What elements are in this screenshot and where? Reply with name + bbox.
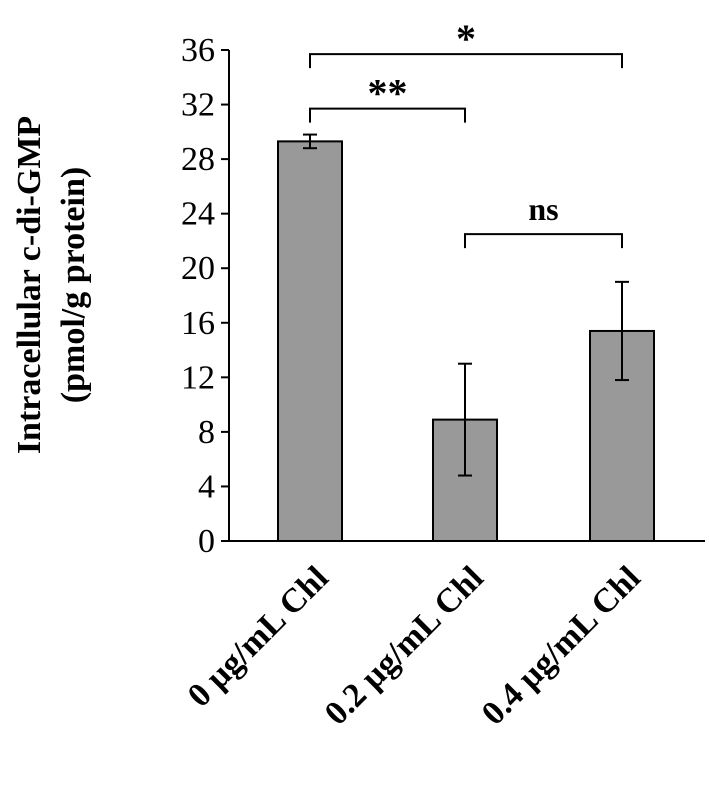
y-tick-label: 20 (181, 250, 215, 287)
significance-bracket (309, 53, 623, 69)
significance-label: ns (528, 191, 558, 227)
category-label: 0.4 µg/mL Chl (475, 559, 648, 732)
significance-label: * (456, 16, 476, 61)
y-tick-label: 28 (181, 141, 215, 178)
y-tick-label: 0 (198, 523, 215, 560)
y-tick-label: 8 (198, 414, 215, 451)
y-axis-title: Intracellular c-di-GMP (pmol/g protein) (11, 116, 92, 454)
y-tick-label: 32 (181, 87, 215, 124)
significance-label: ** (368, 71, 408, 116)
y-tick-label: 16 (181, 305, 215, 342)
y-tick-label: 36 (181, 32, 215, 69)
y-axis-title-line1: Intracellular c-di-GMP (11, 116, 48, 454)
bar (277, 140, 343, 542)
y-tick-label: 12 (181, 359, 215, 396)
significance-bracket (464, 233, 623, 249)
y-tick-label: 24 (181, 196, 215, 233)
category-label: 0 µg/mL Chl (181, 559, 336, 714)
category-label: 0.2 µg/mL Chl (318, 559, 491, 732)
y-axis-title-line2: (pmol/g protein) (55, 167, 92, 403)
significance-bracket (309, 107, 466, 123)
y-tick-label: 4 (198, 468, 215, 505)
